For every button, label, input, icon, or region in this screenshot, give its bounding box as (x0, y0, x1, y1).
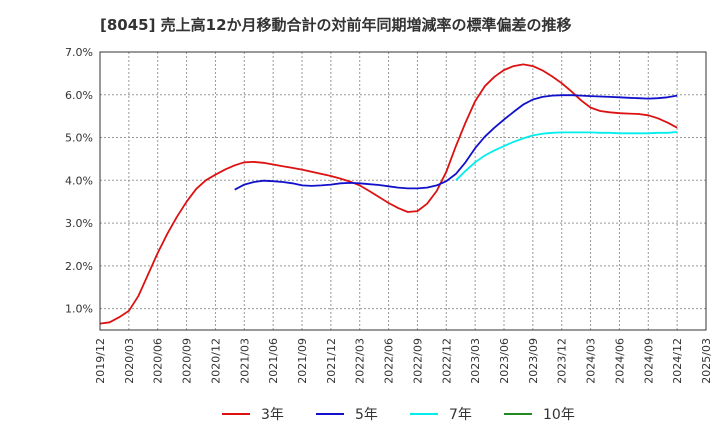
x-tick-label: 2019/12 (94, 338, 107, 384)
y-tick-label: 6.0% (65, 89, 93, 102)
x-tick-label: 2022/09 (411, 338, 424, 384)
legend-label: 3年 (261, 407, 284, 423)
series-lines (99, 63, 678, 325)
x-tick-label: 2021/09 (296, 338, 309, 384)
x-tick-label: 2024/06 (613, 338, 626, 384)
x-tick-label: 2024/09 (642, 338, 655, 384)
y-tick-label: 3.0% (65, 217, 93, 230)
x-tick-label: 2022/03 (354, 338, 367, 384)
x-tick-label: 2020/03 (123, 338, 136, 384)
plot-area-border (99, 51, 707, 331)
x-tick-label: 2023/12 (556, 338, 569, 384)
series-line-3年 (99, 63, 678, 325)
x-tick-label: 2023/03 (469, 338, 482, 384)
x-tick-label: 2020/12 (209, 338, 222, 384)
x-tick-label: 2020/09 (181, 338, 194, 384)
x-tick-label: 2024/12 (671, 338, 684, 384)
series-line-7年 (455, 131, 678, 181)
y-tick-label: 4.0% (65, 174, 93, 187)
y-tick-label: 5.0% (65, 132, 93, 145)
grid (100, 51, 706, 330)
x-tick-label: 2022/12 (440, 338, 453, 384)
x-tick-label: 2024/03 (585, 338, 598, 384)
x-tick-label: 2020/06 (152, 338, 165, 384)
x-tick-label: 2025/03 (700, 338, 713, 384)
chart-title: [8045] 売上高12か月移動合計の対前年同期増減率の標準偏差の推移 (100, 16, 572, 34)
legend-label: 7年 (449, 407, 472, 423)
x-tick-label: 2021/06 (267, 338, 280, 384)
y-tick-label: 1.0% (65, 303, 93, 316)
legend-label: 10年 (543, 407, 575, 423)
x-tick-label: 2021/03 (238, 338, 251, 384)
x-tick-label: 2023/06 (498, 338, 511, 384)
y-axis-ticks: 1.0% 2.0% 3.0% 4.0% 5.0% 6.0% 7.0% (65, 46, 93, 316)
legend-label: 5年 (355, 407, 378, 423)
x-tick-label: 2023/09 (527, 338, 540, 384)
y-tick-label: 7.0% (65, 46, 93, 59)
x-tick-label: 2022/06 (383, 338, 396, 384)
x-tick-label: 2021/12 (325, 338, 338, 384)
series-line-5年 (234, 94, 678, 191)
legend: 3年 5年 7年 10年 (222, 407, 575, 423)
y-tick-label: 2.0% (65, 260, 93, 273)
x-axis-ticks: 2019/12 2020/03 2020/06 2020/09 2020/12 2021/… (94, 338, 713, 384)
